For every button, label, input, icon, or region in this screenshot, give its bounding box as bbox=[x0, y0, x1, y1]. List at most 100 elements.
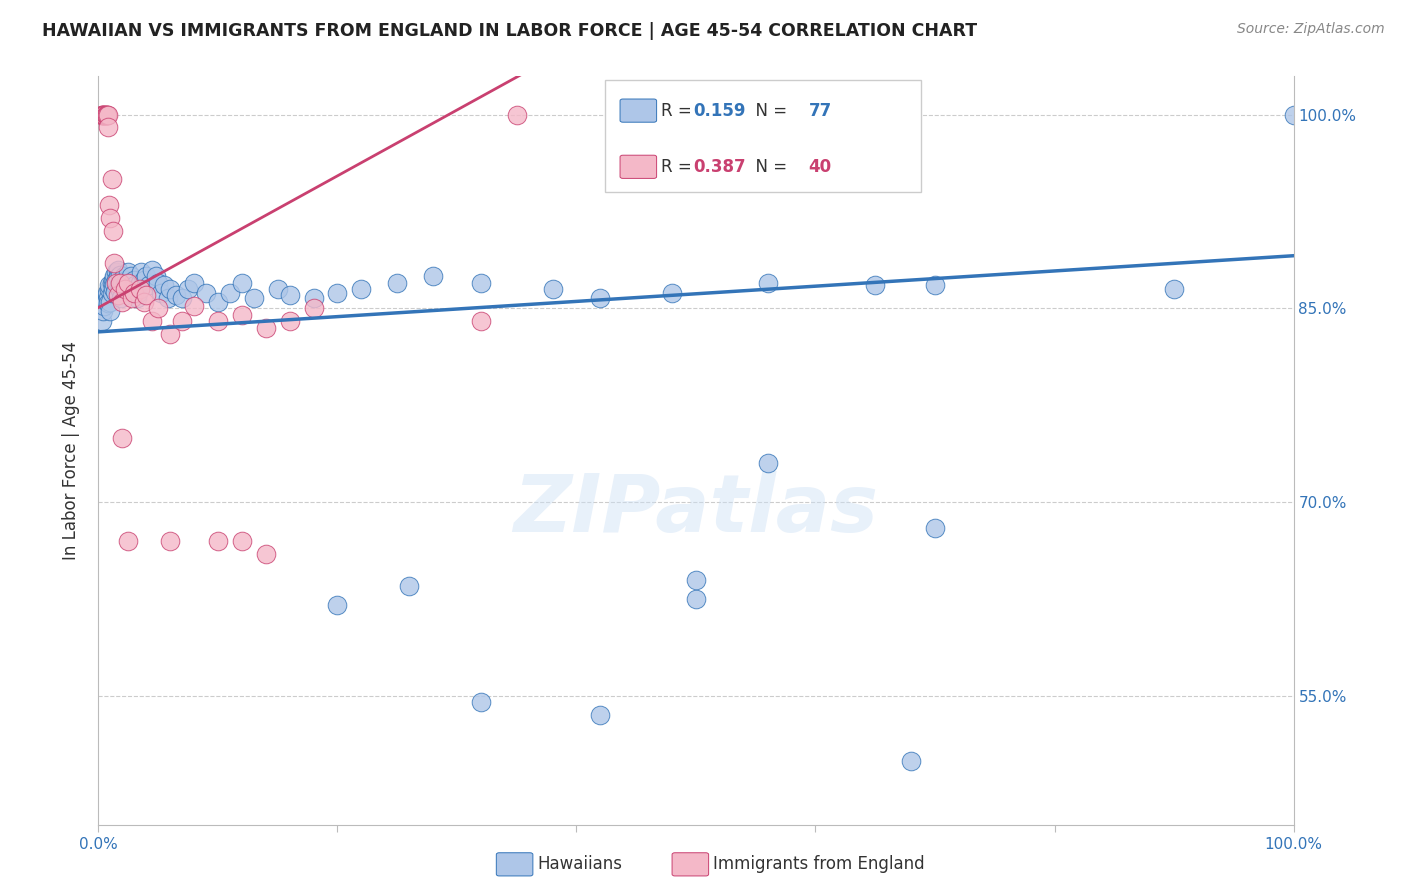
Point bbox=[900, 754, 922, 768]
Point bbox=[145, 268, 167, 283]
Point bbox=[105, 265, 128, 279]
Point bbox=[112, 268, 135, 283]
Point bbox=[101, 224, 124, 238]
Point bbox=[326, 285, 349, 300]
Point bbox=[231, 533, 253, 548]
Point bbox=[97, 107, 120, 121]
Point bbox=[125, 291, 148, 305]
Point bbox=[94, 107, 117, 121]
Point bbox=[117, 533, 139, 548]
Text: 40: 40 bbox=[808, 158, 831, 176]
Point bbox=[685, 592, 707, 607]
Point bbox=[302, 291, 325, 305]
Point bbox=[108, 268, 131, 282]
Point bbox=[105, 273, 128, 287]
Point bbox=[94, 107, 117, 121]
Point bbox=[177, 282, 200, 296]
Point bbox=[104, 285, 127, 299]
Text: 77: 77 bbox=[808, 102, 832, 120]
Point bbox=[159, 327, 181, 342]
Point bbox=[183, 299, 205, 313]
Point bbox=[129, 276, 152, 290]
Point bbox=[103, 268, 125, 283]
Point bbox=[101, 281, 124, 295]
Point bbox=[156, 291, 179, 305]
Point bbox=[267, 282, 290, 296]
Point bbox=[148, 276, 170, 290]
Point bbox=[121, 291, 143, 305]
Point bbox=[141, 262, 163, 277]
Point bbox=[350, 282, 373, 296]
Point bbox=[98, 211, 122, 225]
Point bbox=[107, 262, 129, 277]
Point bbox=[103, 256, 125, 270]
Point bbox=[541, 282, 564, 296]
Point bbox=[1282, 107, 1305, 121]
Point bbox=[149, 285, 172, 300]
Point bbox=[243, 291, 266, 305]
Point bbox=[385, 276, 409, 290]
Point bbox=[589, 708, 612, 723]
Point bbox=[278, 288, 301, 302]
Point bbox=[124, 285, 146, 300]
Point bbox=[111, 431, 134, 445]
Point bbox=[159, 533, 181, 548]
Point bbox=[93, 299, 115, 313]
Point bbox=[254, 547, 277, 561]
Point bbox=[98, 304, 122, 318]
Point bbox=[114, 278, 136, 293]
Point bbox=[94, 293, 117, 308]
Point bbox=[97, 291, 120, 305]
Point bbox=[107, 270, 129, 285]
Point bbox=[97, 120, 120, 135]
Point bbox=[93, 107, 115, 121]
Point bbox=[756, 456, 779, 470]
Point bbox=[470, 695, 492, 709]
Point bbox=[120, 268, 142, 283]
Point bbox=[98, 294, 122, 309]
Point bbox=[97, 296, 120, 310]
Point bbox=[302, 301, 325, 316]
Point bbox=[207, 533, 229, 548]
Point bbox=[117, 276, 139, 290]
Point bbox=[117, 265, 139, 279]
Point bbox=[93, 107, 115, 121]
Point bbox=[121, 282, 143, 296]
Point bbox=[96, 288, 118, 302]
Point bbox=[111, 276, 134, 290]
Text: N =: N = bbox=[745, 102, 793, 120]
Text: R =: R = bbox=[661, 158, 697, 176]
Point bbox=[589, 291, 612, 305]
Point bbox=[207, 314, 229, 328]
Point bbox=[91, 107, 114, 121]
Point bbox=[129, 282, 152, 296]
Point bbox=[107, 278, 129, 293]
Point bbox=[98, 278, 121, 293]
Point bbox=[96, 285, 118, 300]
Point bbox=[115, 273, 138, 287]
Point bbox=[326, 599, 349, 613]
Point bbox=[132, 273, 155, 287]
Point bbox=[398, 579, 420, 593]
Point bbox=[470, 314, 492, 328]
Point bbox=[219, 285, 242, 300]
Point bbox=[685, 573, 707, 587]
Point bbox=[96, 107, 118, 121]
Text: HAWAIIAN VS IMMIGRANTS FROM ENGLAND IN LABOR FORCE | AGE 45-54 CORRELATION CHART: HAWAIIAN VS IMMIGRANTS FROM ENGLAND IN L… bbox=[42, 22, 977, 40]
Point bbox=[100, 276, 122, 290]
Text: Hawaiians: Hawaiians bbox=[537, 855, 621, 873]
Point bbox=[91, 314, 114, 328]
Text: Source: ZipAtlas.com: Source: ZipAtlas.com bbox=[1237, 22, 1385, 37]
Point bbox=[111, 294, 134, 309]
Point bbox=[756, 276, 779, 290]
Point bbox=[100, 172, 122, 186]
Point bbox=[107, 288, 129, 302]
Point bbox=[115, 281, 138, 295]
Text: 0.159: 0.159 bbox=[693, 102, 745, 120]
Point bbox=[1163, 282, 1185, 296]
Point bbox=[108, 276, 131, 290]
Point bbox=[148, 301, 170, 316]
Point bbox=[231, 308, 253, 322]
Point bbox=[172, 291, 194, 305]
Text: R =: R = bbox=[661, 102, 697, 120]
